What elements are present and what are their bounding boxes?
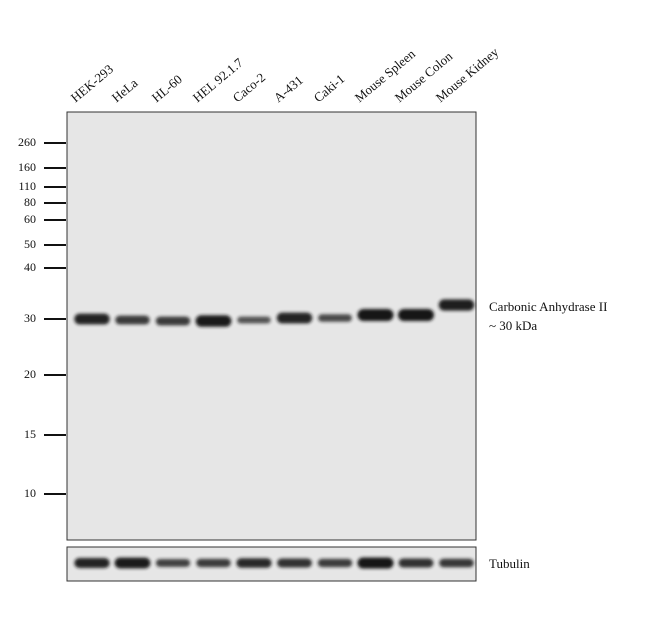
target-band — [74, 313, 110, 325]
target-band — [276, 312, 313, 324]
target-band — [155, 316, 191, 326]
target-band — [357, 309, 394, 321]
band-label-size: ~ 30 kDa — [489, 318, 538, 333]
tubulin-bands — [74, 557, 474, 569]
marker-tick — [44, 434, 66, 436]
band-label-name: Carbonic Anhydrase II — [489, 299, 608, 314]
target-band — [438, 299, 475, 311]
marker-label: 30 — [24, 311, 36, 325]
marker-label: 20 — [24, 367, 36, 381]
target-bands — [74, 299, 475, 327]
loading-control-label: Tubulin — [489, 556, 530, 571]
tubulin-band — [74, 558, 110, 568]
marker-label: 10 — [24, 486, 36, 500]
target-band — [237, 316, 271, 324]
marker-label: 260 — [18, 135, 36, 149]
marker-tick — [44, 167, 66, 169]
marker-tick — [44, 374, 66, 376]
tubulin-band — [398, 558, 434, 568]
tubulin-band — [155, 559, 191, 567]
marker-label: 110 — [18, 179, 36, 193]
tubulin-band — [236, 558, 272, 568]
marker-label: 40 — [24, 260, 36, 274]
marker-label: 15 — [24, 427, 36, 441]
main-blot-panel — [66, 111, 477, 541]
target-band — [115, 315, 150, 325]
marker-tick — [44, 318, 66, 320]
marker-label: 50 — [24, 237, 36, 251]
marker-label: 160 — [18, 160, 36, 174]
marker-tick — [44, 142, 66, 144]
marker-tick — [44, 267, 66, 269]
marker-tick — [44, 493, 66, 495]
target-band — [398, 309, 434, 321]
tubulin-band — [317, 558, 353, 568]
marker-tick — [44, 244, 66, 246]
marker-tick — [44, 186, 66, 188]
marker-tick — [44, 202, 66, 204]
target-band — [195, 315, 232, 327]
tubulin-band — [439, 558, 474, 568]
marker-label: 80 — [24, 195, 36, 209]
tubulin-band — [114, 557, 151, 569]
marker-tick — [44, 219, 66, 221]
marker-label: 60 — [24, 212, 36, 226]
tubulin-band — [357, 557, 394, 569]
tubulin-band — [196, 558, 231, 568]
target-band — [318, 314, 352, 322]
tubulin-band — [277, 558, 312, 568]
